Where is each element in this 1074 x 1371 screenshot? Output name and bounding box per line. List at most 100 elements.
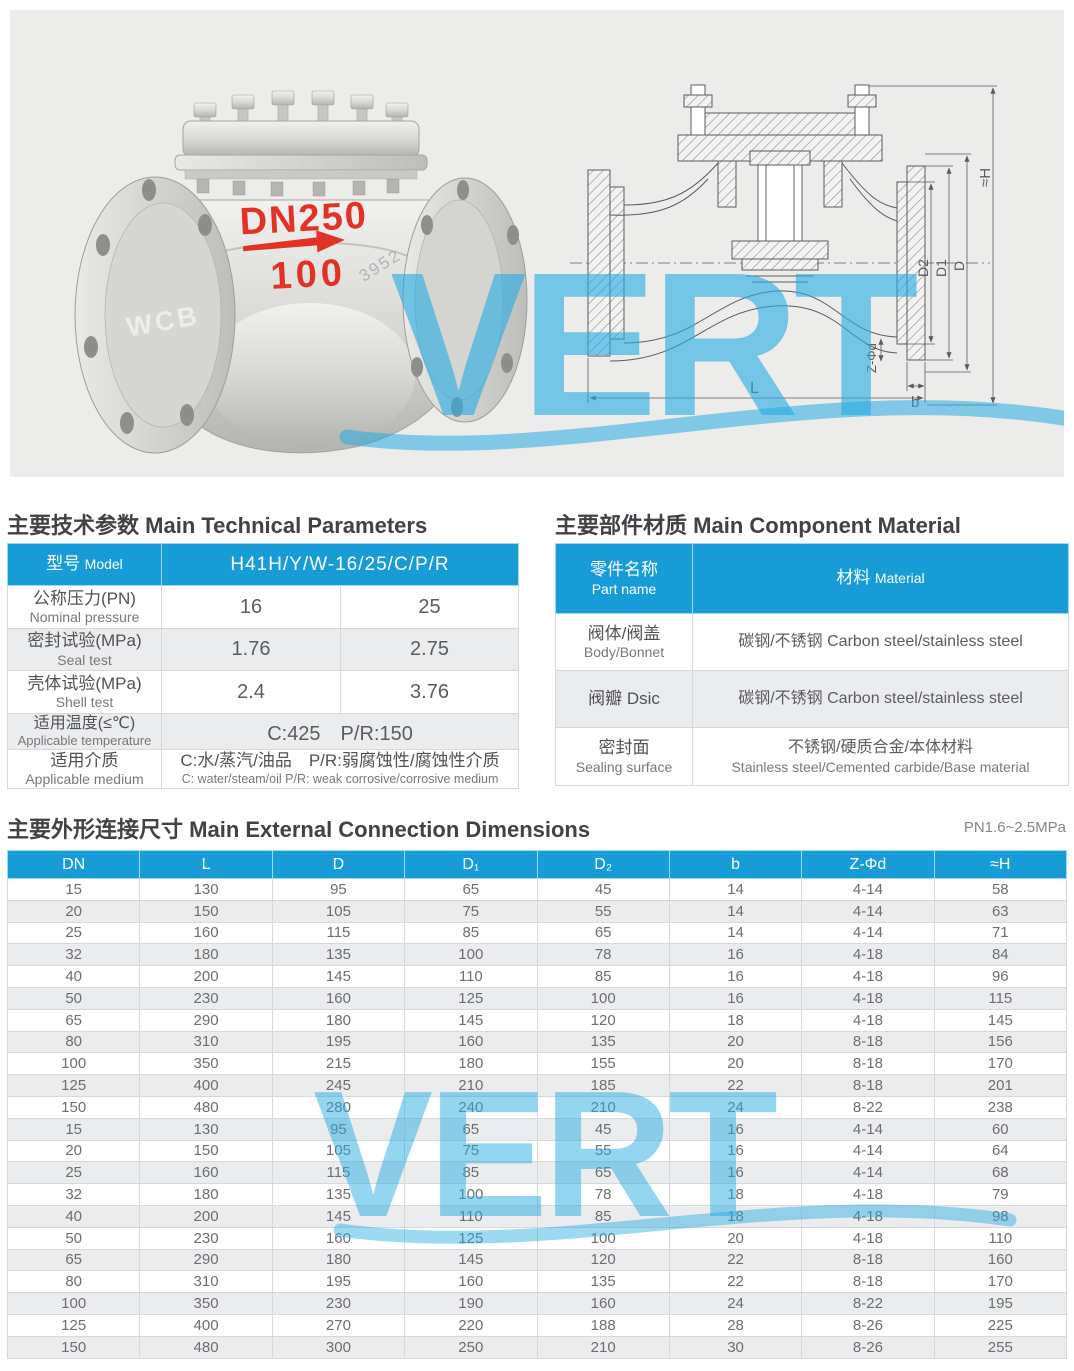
dim-cell: 160 <box>139 1161 273 1185</box>
dim-cell: 201 <box>933 1074 1068 1097</box>
dim-column-header: ≈H <box>933 850 1068 879</box>
dim-cell: 125 <box>6 1313 141 1337</box>
dim-cell: 4-18 <box>801 1204 935 1228</box>
dim-cell: 105 <box>271 1139 406 1163</box>
dim-cell: 150 <box>6 1335 141 1359</box>
dim-cell: 160 <box>271 1226 406 1250</box>
dim-cell: 145 <box>404 1248 538 1272</box>
dim-cell: 95 <box>271 878 406 901</box>
row-label-en: Applicable temperature <box>17 732 152 748</box>
dim-cell: 55 <box>536 899 670 923</box>
tech-params-title-zh: 主要技术参数 <box>7 513 140 538</box>
dim-cell: 15 <box>6 878 141 901</box>
dim-cell: 230 <box>139 986 273 1010</box>
dim-cell: 14 <box>668 878 803 901</box>
part-name-zh: 阀瓣 Dsic <box>588 688 660 708</box>
dim-cell: 79 <box>933 1183 1068 1206</box>
table-row: 壳体试验(MPa) Shell test 2.4 3.76 <box>7 670 520 714</box>
dim-cell: 110 <box>933 1226 1068 1250</box>
value-cell: 2.4 <box>161 670 341 714</box>
dim-cell: 58 <box>933 878 1068 901</box>
dim-cell: 8-22 <box>801 1292 935 1315</box>
part-name-en: Body/Bonnet <box>583 644 665 661</box>
dim-cell: 25 <box>6 921 141 945</box>
dim-cell: 145 <box>271 965 406 988</box>
dim-cell: 18 <box>668 1008 803 1032</box>
valve-photo: DN250 100 WCB 3952 <box>74 90 528 454</box>
dim-cell: 65 <box>404 1117 538 1141</box>
tech-params-title: 主要技术参数 Main Technical Parameters <box>7 508 427 540</box>
material-value-en: Stainless steel/Cemented carbide/Base ma… <box>731 758 1030 775</box>
table-row: 适用温度(≤℃) Applicable temperature C:425 P/R… <box>7 713 520 750</box>
dim-cell: 63 <box>933 899 1068 923</box>
dim-cell: 180 <box>139 943 273 967</box>
dim-cell: 210 <box>404 1074 538 1097</box>
table-row: 100 350 215 180 155 20 8-18 170 <box>6 1052 1068 1076</box>
table-row: 125 400 245 210 185 22 8-18 201 <box>6 1074 1068 1097</box>
dim-cell: 32 <box>6 943 141 967</box>
row-label-en: Applicable medium <box>25 771 144 788</box>
dimensions-table: DN L D D₁ D₂ b Z-Φd ≈H 15 130 95 65 45 14 4-14 58 20 150… <box>6 850 1068 1359</box>
row-label-en: Nominal pressure <box>29 609 140 626</box>
dim-cell: 16 <box>668 943 803 967</box>
dim-cell: 310 <box>139 1030 273 1054</box>
dim-cell: 195 <box>933 1292 1068 1315</box>
table-row: 阀体/阀盖 Body/Bonnet 碳钢/不锈钢 Carbon steel/sta… <box>555 613 1069 671</box>
dim-cell: 290 <box>139 1008 273 1032</box>
dim-cell: 240 <box>404 1095 538 1119</box>
dim-cell: 96 <box>933 965 1068 988</box>
dim-cell: 8-18 <box>801 1270 935 1294</box>
table-row: 80 310 195 160 135 22 8-18 170 <box>6 1270 1068 1294</box>
dim-cell: 22 <box>668 1270 803 1294</box>
dim-cell: 160 <box>404 1030 538 1054</box>
dim-cell: 170 <box>933 1270 1068 1294</box>
materials-table: 零件名称 Part name 材料 Material 阀体/阀盖 Body/Bon… <box>555 543 1069 786</box>
row-label-zh: 适用温度(≤℃) <box>33 715 136 733</box>
medium-value-zh: C:水/蒸汽/油品 P/R:弱腐蚀性/腐蚀性介质 <box>180 751 500 771</box>
dim-cell: 50 <box>6 986 141 1010</box>
dim-cell: 84 <box>933 943 1068 967</box>
dim-cell: 290 <box>139 1248 273 1272</box>
dim-cell: 4-14 <box>801 878 935 901</box>
dim-cell: 480 <box>139 1335 273 1359</box>
dim-cell: 180 <box>271 1008 406 1032</box>
model-label-zh: 型号 <box>46 554 81 574</box>
dim-cell: 78 <box>536 943 670 967</box>
dim-cell: 215 <box>271 1052 406 1076</box>
model-header-cell: 型号 Model <box>7 543 162 586</box>
row-label-zh: 密封试验(MPa) <box>27 631 142 651</box>
row-label-en: Seal test <box>57 651 112 668</box>
dim-cell: 28 <box>668 1313 803 1337</box>
dim-cell: 20 <box>668 1052 803 1076</box>
dim-cell: 135 <box>271 1183 406 1206</box>
dim-cell: 110 <box>404 965 538 988</box>
dim-cell: 195 <box>271 1270 406 1294</box>
dim-cell: 65 <box>536 1161 670 1185</box>
dim-cell: 160 <box>139 921 273 945</box>
materials-title-en: Main Component Material <box>693 513 961 538</box>
part-name-zh: 阀体/阀盖 <box>587 623 661 643</box>
dim-cell: 180 <box>139 1183 273 1206</box>
dim-label-zphid: Z-Φd <box>864 343 879 373</box>
part-name-header-cell: 零件名称 Part name <box>555 543 693 614</box>
photo-pn-marking: 100 <box>270 252 348 298</box>
dim-cell: 400 <box>139 1313 273 1337</box>
dim-cell: 130 <box>139 878 273 901</box>
dim-cell: 4-18 <box>801 1183 935 1206</box>
dim-cell: 8-18 <box>801 1074 935 1097</box>
dim-cell: 40 <box>6 965 141 988</box>
value-cell: 25 <box>339 585 520 629</box>
dim-cell: 4-18 <box>801 986 935 1010</box>
dim-cell: 195 <box>271 1030 406 1054</box>
dim-cell: 4-18 <box>801 1008 935 1032</box>
hero-image-band: DN250 100 WCB 3952 <box>10 10 1064 477</box>
dim-cell: 115 <box>271 1161 406 1185</box>
dim-cell: 135 <box>536 1030 670 1054</box>
table-row: 15 130 95 65 45 16 4-14 60 <box>6 1117 1068 1141</box>
dim-cell: 75 <box>404 1139 538 1163</box>
dim-cell: 32 <box>6 1183 141 1206</box>
dim-cell: 85 <box>404 1161 538 1185</box>
row-label-zh: 壳体试验(MPa) <box>27 673 142 693</box>
material-label-en: Material <box>874 570 925 587</box>
dim-cell: 18 <box>668 1204 803 1228</box>
